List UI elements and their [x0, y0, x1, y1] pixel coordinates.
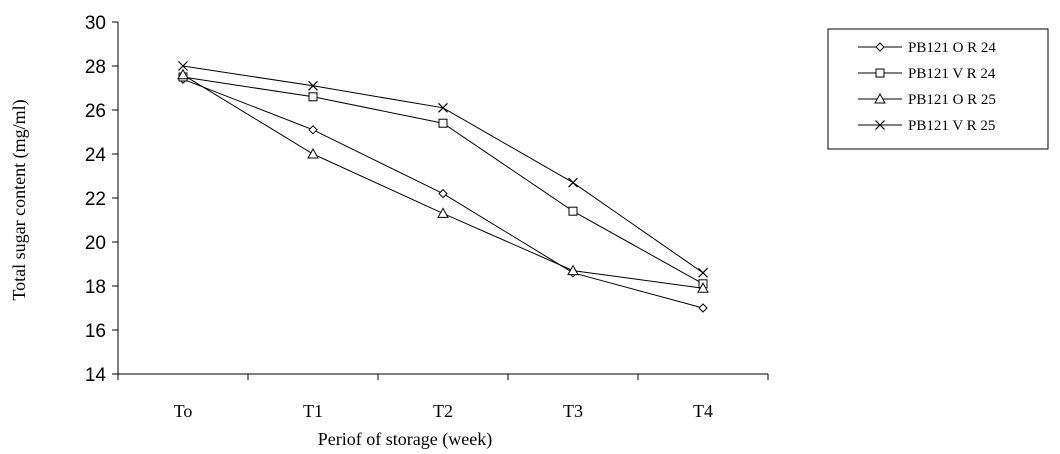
data-point	[569, 178, 578, 187]
legend: PB121 O R 24 PB121 V R 24 PB121 O R 25 PB12…	[828, 29, 1048, 149]
x-tick-label: T3	[563, 401, 583, 421]
series-2	[179, 73, 707, 288]
x-tick-label: T1	[303, 401, 323, 421]
data-point	[438, 208, 448, 217]
y-tick-label: 20	[85, 233, 106, 254]
x-axis-title: Periof of storage (week)	[318, 429, 492, 450]
y-tick-label: 30	[85, 13, 106, 34]
y-tick-label: 28	[85, 57, 106, 78]
series-layer	[178, 62, 708, 313]
x-tick-label: T4	[693, 401, 713, 421]
y-tick-label: 24	[85, 145, 107, 166]
series-3	[178, 70, 708, 292]
data-point	[439, 119, 447, 127]
data-point	[699, 268, 708, 277]
data-point	[309, 126, 317, 134]
data-point	[439, 190, 447, 198]
series-4	[179, 62, 708, 278]
y-tick-label: 18	[85, 277, 106, 298]
x-axis: To T1 T2 T3 T4	[118, 374, 768, 421]
y-axis: 14 16 18 20 22 24 26 28 30	[85, 13, 118, 386]
legend-label: PB121 O R 25	[908, 92, 996, 108]
x-tick-label: To	[174, 401, 193, 421]
data-point	[309, 93, 317, 101]
data-point	[699, 304, 707, 312]
legend-label: PB121 V R 24	[908, 66, 996, 82]
series-1	[179, 75, 707, 312]
y-tick-label: 26	[85, 101, 106, 122]
x-tick-label: T2	[433, 401, 453, 421]
data-point	[308, 149, 318, 158]
y-tick-label: 14	[85, 365, 107, 386]
y-tick-label: 22	[85, 189, 106, 210]
legend-marker	[876, 69, 884, 77]
data-point	[569, 207, 577, 215]
y-tick-label: 16	[85, 321, 106, 342]
series-line	[183, 75, 703, 288]
series-line	[183, 66, 703, 273]
legend-label: PB121 O R 24	[908, 40, 996, 56]
legend-label: PB121 V R 25	[908, 118, 995, 134]
data-point	[439, 103, 448, 112]
y-axis-title: Total sugar content (mg/ml)	[9, 99, 30, 300]
